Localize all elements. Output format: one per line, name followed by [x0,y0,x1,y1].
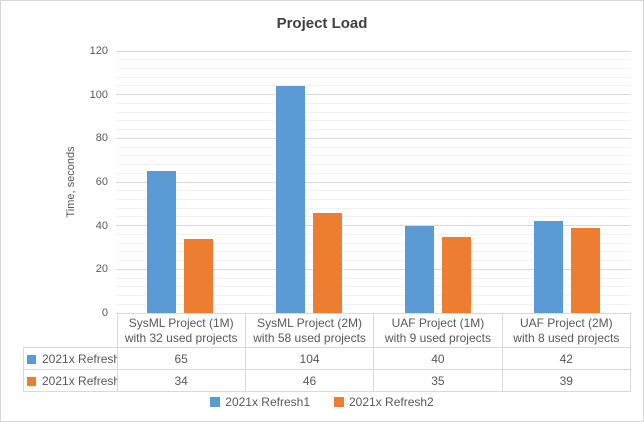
legend-swatch-icon [210,397,221,407]
major-gridline [116,50,631,52]
minor-gridline [116,155,631,157]
major-gridline [116,137,631,139]
category-header: UAF Project (2M) with 8 used projects [501,313,632,348]
legend: 2021x Refresh1 2021x Refresh2 [1,395,643,409]
minor-gridline [116,129,631,131]
table-series-row: 2021x Refresh1651044042 [23,347,632,370]
minor-gridline [116,190,631,192]
table-header-row: SysML Project (1M) with 32 used projects… [23,313,632,348]
major-gridline [116,94,631,96]
major-gridline [116,268,631,270]
series-name: 2021x Refresh2 [42,373,116,388]
minor-gridline [116,76,631,78]
minor-gridline [116,172,631,174]
series-name: 2021x Refresh1 [42,351,116,366]
minor-gridline [116,59,631,61]
series-swatch-icon [27,354,36,364]
minor-gridline [116,233,631,235]
table-value: 46 [244,369,375,392]
y-tick-label: 20 [95,263,108,276]
category-header: SysML Project (1M) with 32 used projects [116,313,246,348]
legend-swatch-icon [334,397,344,407]
minor-gridline [116,102,631,104]
bar-2021x-refresh2 [313,212,343,313]
minor-gridline [116,277,631,279]
table-value: 42 [501,347,632,370]
y-tick-label: 80 [95,132,108,145]
series-key-cell: 2021x Refresh2 [23,369,118,392]
table-value: 40 [373,347,503,370]
table-value: 34 [116,369,246,392]
bar-2021x-refresh1 [404,225,434,313]
legend-item: 2021x Refresh1 [210,395,310,409]
minor-gridline [116,198,631,200]
major-gridline [116,225,631,227]
minor-gridline [116,146,631,148]
y-tick-label: 120 [89,45,108,57]
major-gridline [116,181,631,183]
table-value: 65 [116,347,246,370]
y-tick-label: 60 [95,176,108,188]
bar-2021x-refresh2 [441,236,471,313]
minor-gridline [116,85,631,87]
data-table: SysML Project (1M) with 32 used projects… [23,313,632,392]
table-value: 39 [501,369,632,392]
y-tick-label: 100 [89,88,108,101]
category-header: SysML Project (2M) with 58 used projects [244,313,375,348]
series-swatch-icon [27,376,36,386]
bar-2021x-refresh1 [147,171,177,313]
minor-gridline [116,216,631,218]
legend-label: 2021x Refresh2 [349,395,434,409]
y-tick-label: 40 [95,219,108,232]
minor-gridline [116,251,631,253]
legend-item: 2021x Refresh2 [334,395,434,409]
y-tick-label: 0 [101,307,108,319]
minor-gridline [116,111,631,113]
legend-label: 2021x Refresh1 [225,395,310,409]
table-value: 104 [244,347,375,370]
table-value: 35 [373,369,503,392]
minor-gridline [116,164,631,166]
minor-gridline [116,303,631,305]
series-key-cell: 2021x Refresh1 [23,347,118,370]
bar-2021x-refresh2 [570,227,600,313]
bar-2021x-refresh1 [533,221,563,313]
minor-gridline [116,242,631,244]
minor-gridline [116,260,631,262]
minor-gridline [116,67,631,69]
minor-gridline [116,286,631,288]
category-header: UAF Project (1M) with 9 used projects [373,313,503,348]
chart-title: Project Load [276,15,368,32]
table-series-row: 2021x Refresh234463539 [23,369,632,392]
plot-area [116,50,631,313]
table-corner-cell [23,313,118,348]
minor-gridline [116,295,631,297]
bar-2021x-refresh1 [276,85,306,313]
minor-gridline [116,207,631,209]
minor-gridline [116,120,631,122]
bar-2021x-refresh2 [184,238,214,313]
